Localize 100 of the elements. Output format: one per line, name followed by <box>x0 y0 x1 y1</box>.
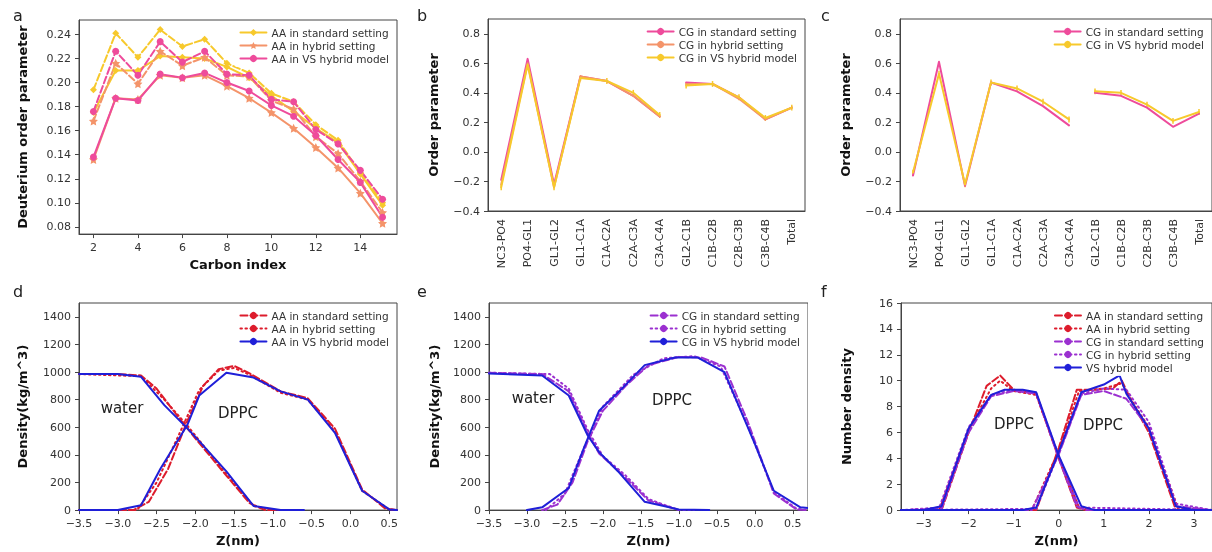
legend-label: AA in hybrid setting <box>1085 322 1191 335</box>
x-tick-label: GL1-GL2 <box>547 219 561 267</box>
y-tick-label: 2 <box>886 477 893 491</box>
x-tick-label: C1A-C2A <box>600 218 614 268</box>
x-tick-label: −2.5 <box>551 517 579 531</box>
y-tick-label: 14 <box>879 322 893 336</box>
x-tick-label: 6 <box>178 241 186 255</box>
y-tick-label: 0 <box>474 503 481 517</box>
x-tick-label: 0.0 <box>341 517 360 531</box>
y-tick-label: −0.4 <box>865 204 892 218</box>
x-tick-label: −2.0 <box>181 517 209 531</box>
y-tick-label: 0.10 <box>46 196 71 210</box>
annotation: DPPC <box>993 415 1035 433</box>
y-tick-label: 400 <box>460 448 481 462</box>
x-tick-label: Total <box>785 219 799 246</box>
legend-label: AA in VS hybrid model <box>271 52 390 65</box>
y-tick-label: 800 <box>460 393 481 407</box>
legend-label: CG in standard setting <box>678 25 797 38</box>
legend-label: AA in VS hybrid model <box>271 335 390 348</box>
x-tick-label: −2 <box>960 517 977 531</box>
y-axis-title: Order parameter <box>426 52 441 177</box>
y-tick-label: −0.4 <box>453 204 480 218</box>
x-tick-label: GL2-C1B <box>1088 219 1102 267</box>
x-tick-label: −3.0 <box>513 517 541 531</box>
x-tick-label: −3 <box>915 517 932 531</box>
x-tick-label: C3A-C4A <box>653 218 667 268</box>
y-tick-label: 600 <box>50 420 71 434</box>
y-tick-label: 0 <box>886 503 893 517</box>
legend-label: AA in hybrid setting <box>271 322 376 335</box>
y-tick-label: 0.12 <box>46 172 71 186</box>
y-tick-label: 0.24 <box>46 27 71 41</box>
y-tick-label: 0.22 <box>46 51 71 65</box>
x-tick-label: C1A-C2A <box>1010 218 1024 268</box>
y-axis-title: Deuterium order parameter <box>15 24 30 229</box>
y-axis-title: Order parameter <box>838 52 853 177</box>
x-axis-title: Carbon index <box>189 257 288 272</box>
x-tick-label: −1.5 <box>220 517 248 531</box>
y-tick-label: 8 <box>886 400 893 414</box>
x-tick-label: 0.5 <box>380 517 398 531</box>
y-tick-label: 1200 <box>43 337 71 351</box>
x-tick-label: −0.5 <box>703 517 731 531</box>
legend-label: VS hybrid model <box>1085 361 1173 374</box>
annotation: DPPC <box>217 404 259 422</box>
y-tick-label: 0.18 <box>46 100 71 114</box>
x-tick-label: 0 <box>1055 517 1063 531</box>
y-tick-label: 0 <box>64 503 71 517</box>
legend-label: CG in hybrid setting <box>678 38 784 51</box>
y-tick-label: 400 <box>50 448 71 462</box>
y-tick-label: 0.0 <box>874 145 892 159</box>
x-tick-label: 0.5 <box>784 517 802 531</box>
legend-label: CG in VS hybrid model <box>681 335 801 348</box>
x-tick-label: GL1-C1A <box>573 218 587 267</box>
x-tick-label: C1B-C2B <box>706 219 720 268</box>
x-tick-label: 2 <box>1145 517 1153 531</box>
x-tick-label: GL1-GL2 <box>958 219 972 267</box>
x-tick-label: −1.0 <box>665 517 693 531</box>
y-tick-label: 0.4 <box>874 86 892 100</box>
legend-label: AA in standard setting <box>271 26 389 39</box>
chart-title: c <box>821 5 830 25</box>
y-tick-label: 0.6 <box>874 56 892 70</box>
y-tick-label: 6 <box>886 425 893 439</box>
annotation: water <box>511 389 556 407</box>
x-tick-label: GL2-C1B <box>679 219 693 267</box>
y-axis-title: Number density <box>839 347 854 466</box>
x-tick-label: Total <box>1192 219 1206 246</box>
legend-label: CG in VS hybrid model <box>1085 38 1205 51</box>
y-tick-label: 0.14 <box>46 148 71 162</box>
y-axis-title: Density(kg/m^3) <box>15 344 30 469</box>
x-tick-label: C3B-C4B <box>758 219 772 268</box>
y-tick-label: 0.2 <box>874 115 892 129</box>
legend-label: CG in hybrid setting <box>1085 348 1191 361</box>
y-tick-label: 0.08 <box>46 220 71 234</box>
x-tick-label: C2B-C3B <box>732 219 746 268</box>
x-tick-label: C3A-C4A <box>1062 218 1076 268</box>
legend-label: CG in VS hybrid model <box>678 51 798 64</box>
x-tick-label: −2.0 <box>589 517 617 531</box>
chart-title: a <box>13 5 23 25</box>
x-tick-label: 3 <box>1190 517 1198 531</box>
x-tick-label: 12 <box>308 241 323 255</box>
y-tick-label: 10 <box>879 374 893 388</box>
x-tick-label: C3B-C4B <box>1166 219 1180 268</box>
x-tick-label: C2A-C3A <box>626 218 640 268</box>
x-tick-label: C2A-C3A <box>1036 218 1050 268</box>
y-tick-label: 1400 <box>453 310 481 324</box>
annotation: DPPC <box>651 391 693 409</box>
y-axis-title: Density(kg/m^3) <box>427 344 442 469</box>
y-tick-label: 0.0 <box>462 145 480 159</box>
legend-label: CG in hybrid setting <box>681 322 787 335</box>
y-tick-label: −0.2 <box>453 174 480 188</box>
y-tick-label: 0.8 <box>462 27 480 41</box>
legend-label: AA in hybrid setting <box>271 39 376 52</box>
y-tick-label: 800 <box>50 393 71 407</box>
x-tick-label: −3.0 <box>104 517 132 531</box>
x-tick-label: GL1-C1A <box>984 218 998 267</box>
y-tick-label: 0.8 <box>874 27 892 41</box>
y-tick-label: 16 <box>879 296 893 310</box>
y-tick-label: 1000 <box>453 365 481 379</box>
y-tick-label: 600 <box>460 420 481 434</box>
chart-title: d <box>13 281 24 301</box>
annotation: DPPC <box>1082 416 1124 434</box>
